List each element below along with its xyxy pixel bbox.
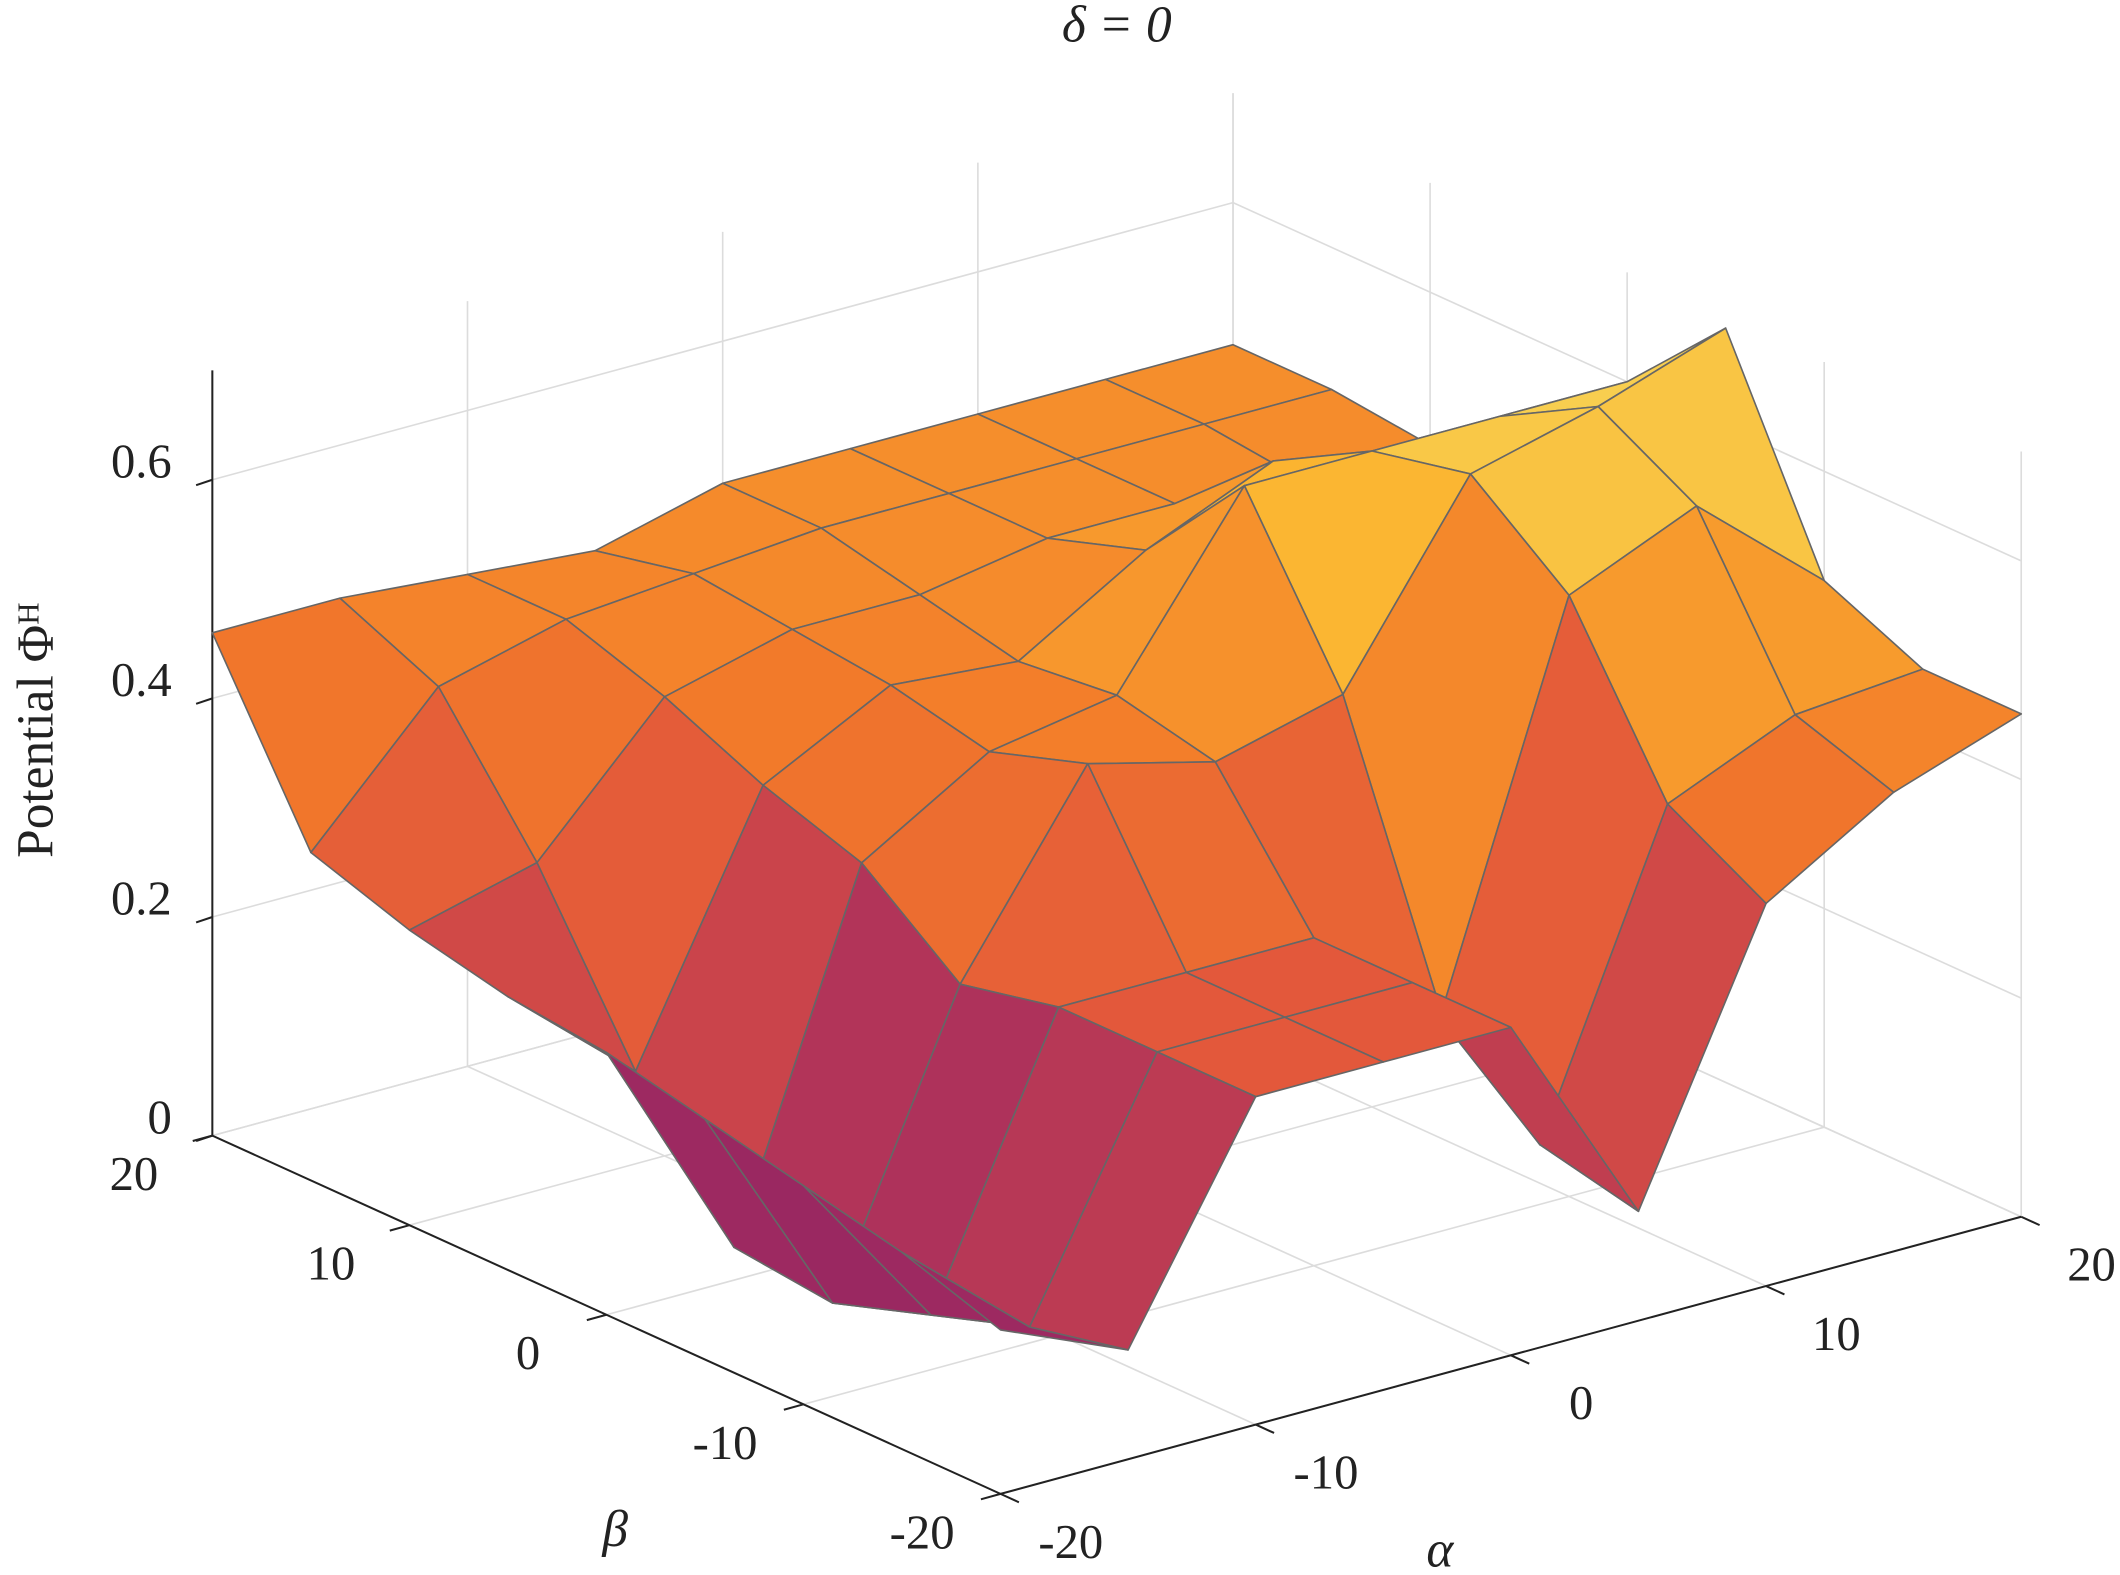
y-tick bbox=[980, 1492, 1001, 1501]
y-tick bbox=[389, 1224, 410, 1232]
x-tick bbox=[1255, 1423, 1275, 1434]
y-axis bbox=[211, 1134, 1001, 1495]
y-tick-label: 0 bbox=[516, 1326, 540, 1380]
x-tick bbox=[1510, 1354, 1530, 1365]
y-tick-label: 20 bbox=[110, 1147, 159, 1201]
y-tick-label: -20 bbox=[890, 1505, 955, 1559]
y-tick-label: -10 bbox=[693, 1416, 758, 1470]
y-tick bbox=[586, 1313, 607, 1322]
x-tick-label: 20 bbox=[2067, 1238, 2116, 1292]
grid-line bbox=[212, 201, 1234, 481]
z-tick-label: 0.2 bbox=[111, 872, 172, 926]
x-tick bbox=[1765, 1285, 1785, 1296]
z-tick bbox=[195, 697, 213, 705]
x-axis-label: α bbox=[1426, 1522, 1454, 1575]
y-tick-label: 10 bbox=[307, 1237, 356, 1291]
z-axis-label: Potential Φᴴ bbox=[7, 602, 64, 858]
z-tick bbox=[195, 478, 213, 487]
z-tick bbox=[195, 916, 213, 924]
x-tick-label: -20 bbox=[1038, 1515, 1103, 1569]
surface-patch bbox=[901, 1251, 1129, 1351]
x-tick-label: 0 bbox=[1569, 1376, 1593, 1430]
x-tick-label: 10 bbox=[1812, 1307, 1861, 1361]
y-tick bbox=[783, 1403, 804, 1411]
z-tick-label: 0.4 bbox=[111, 653, 172, 707]
chart-title: δ = 0 bbox=[1062, 0, 1172, 54]
x-tick-label: -10 bbox=[1294, 1445, 1359, 1499]
y-axis-label: β bbox=[601, 1501, 628, 1558]
x-tick bbox=[1000, 1492, 1020, 1504]
x-tick bbox=[2020, 1215, 2041, 1227]
z-tick-label: 0.6 bbox=[111, 434, 172, 488]
z-tick-label: 0 bbox=[147, 1090, 171, 1144]
y-tick bbox=[192, 1134, 213, 1143]
